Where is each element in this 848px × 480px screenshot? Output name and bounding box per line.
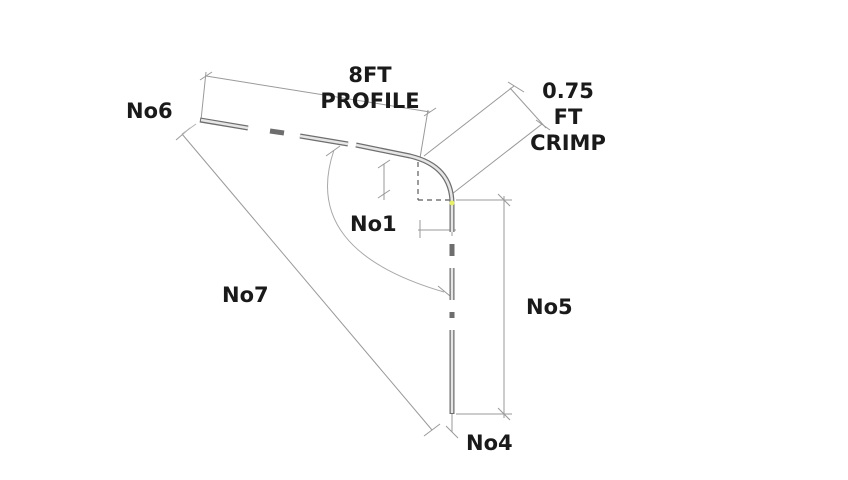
label-profile-line2: PROFILE (320, 89, 420, 113)
label-crimp-line3: CRIMP (530, 131, 606, 155)
label-no4: No4 (466, 431, 513, 455)
crimp-dimension (423, 81, 551, 195)
label-no7: No7 (222, 283, 269, 307)
no7-dimension (175, 123, 441, 437)
label-no5: No5 (526, 295, 573, 319)
profile-dimension (199, 71, 437, 159)
label-no6: No6 (126, 99, 173, 123)
construction-lines (417, 162, 452, 201)
bend-point (449, 200, 455, 206)
no5-dimension (456, 193, 512, 421)
no4-dimension (445, 414, 459, 439)
angle-arc (325, 145, 451, 297)
label-profile: 8FT PROFILE (310, 62, 430, 114)
label-no1: No1 (350, 212, 397, 236)
label-crimp: 0.75 FT CRIMP (520, 78, 616, 156)
label-crimp-line2: FT (553, 105, 583, 129)
label-crimp-line1: 0.75 (542, 79, 594, 103)
sheet-profile (199, 117, 455, 414)
label-profile-line1: 8FT (348, 63, 392, 87)
